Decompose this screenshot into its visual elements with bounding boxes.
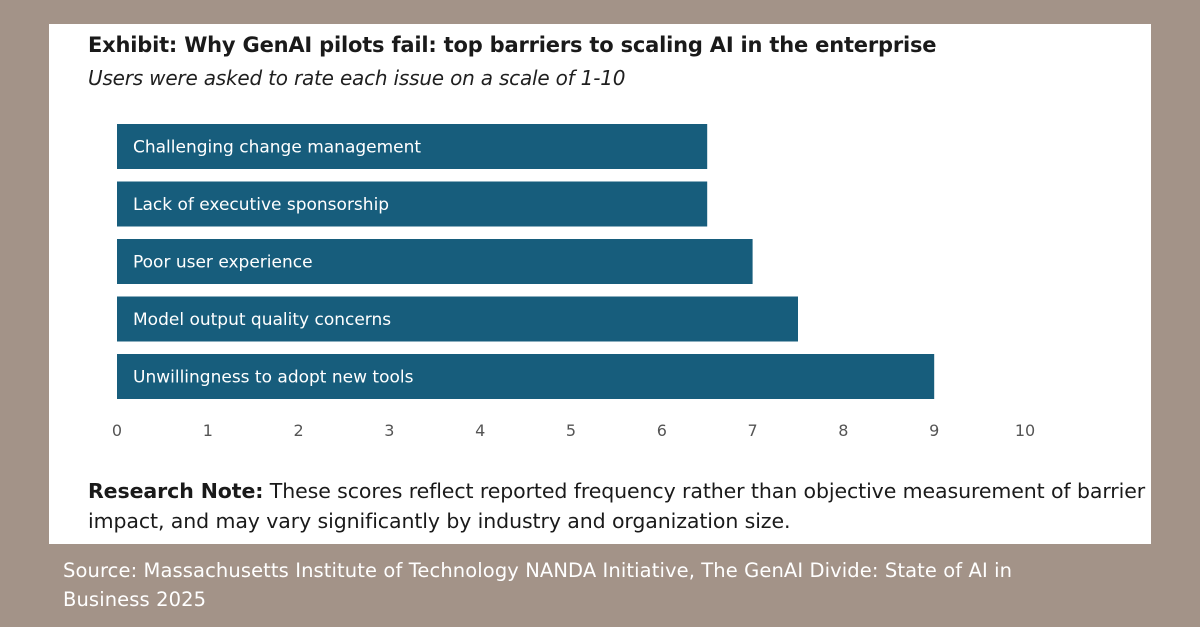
bar-label-3: Poor user experience — [133, 253, 313, 273]
bar-label-1: Challenging change management — [133, 138, 421, 158]
bar-1 — [117, 124, 708, 169]
chart-title: Exhibit: Why GenAI pilots fail: top barr… — [88, 33, 937, 57]
bar-3 — [117, 239, 753, 284]
bar-label-2: Lack of executive sponsorship — [133, 195, 389, 215]
chart-subtitle: Users were asked to rate each issue on a… — [88, 66, 626, 90]
bar-label-4: Model output quality concerns — [133, 310, 391, 330]
chart-card: Exhibit: Why GenAI pilots fail: top barr… — [49, 24, 1151, 544]
x-tick-label: 1 — [203, 421, 213, 440]
bar-chart: Challenging change management Lack of exe… — [112, 124, 1035, 440]
x-tick-label: 5 — [566, 421, 576, 440]
x-tick-label: 3 — [384, 421, 394, 440]
x-tick-label: 0 — [112, 421, 122, 440]
x-tick-label: 7 — [748, 421, 758, 440]
bar-4 — [117, 296, 798, 342]
x-tick-label: 10 — [1015, 421, 1035, 440]
x-tick-label: 8 — [838, 421, 848, 440]
research-note: Research Note: These scores reflect repo… — [88, 476, 1148, 536]
research-note-label: Research Note: — [88, 479, 264, 503]
x-tick-label: 9 — [929, 421, 939, 440]
research-note-text: These scores reflect reported frequency … — [88, 479, 1146, 533]
x-tick-label: 2 — [294, 421, 304, 440]
source-citation: Source: Massachusetts Institute of Techn… — [63, 559, 1013, 611]
bar-2 — [117, 181, 708, 227]
bar-label-5: Unwillingness to adopt new tools — [133, 368, 414, 388]
x-tick-label: 4 — [475, 421, 485, 440]
x-tick-label: 6 — [657, 421, 667, 440]
bar-5 — [117, 354, 935, 399]
